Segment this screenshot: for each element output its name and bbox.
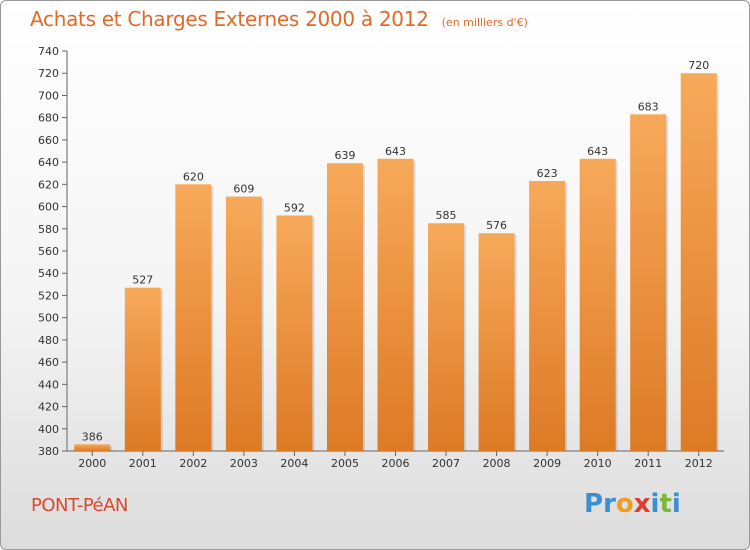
logo-letter: i [671, 489, 681, 519]
y-tick-label: 440 [38, 378, 59, 391]
y-tick-label: 520 [38, 289, 59, 302]
x-tick-label-2002: 2002 [179, 457, 207, 470]
y-tick-label: 660 [38, 134, 59, 147]
y-tick-label: 380 [38, 445, 59, 458]
x-tick-label-2007: 2007 [432, 457, 460, 470]
data-label-2003: 609 [233, 183, 254, 196]
y-tick-label: 460 [38, 356, 59, 369]
logo-letter: P [584, 489, 604, 519]
data-label-2004: 592 [284, 201, 305, 214]
y-tick-label: 420 [38, 401, 59, 414]
y-tick-label: 400 [38, 423, 59, 436]
y-tick-label: 600 [38, 201, 59, 214]
data-label-2007: 585 [436, 209, 457, 222]
x-tick-label-2011: 2011 [634, 457, 662, 470]
x-tick-label-2006: 2006 [382, 457, 410, 470]
data-label-2009: 623 [537, 167, 558, 180]
bar-2000 [74, 444, 111, 451]
bar-2008 [478, 233, 515, 451]
y-tick-label: 680 [38, 112, 59, 125]
y-tick-label: 740 [38, 45, 59, 58]
data-label-2011: 683 [638, 100, 659, 113]
data-label-2002: 620 [183, 170, 204, 183]
data-label-2001: 527 [132, 274, 153, 287]
x-tick-label-2004: 2004 [280, 457, 308, 470]
bar-2001 [124, 287, 161, 451]
proxiti-logo: Proxiti [584, 489, 681, 519]
logo-letter: o [615, 489, 634, 519]
data-label-2010: 643 [587, 145, 608, 158]
bar-2010 [579, 158, 616, 451]
y-tick-label: 500 [38, 312, 59, 325]
y-tick-label: 620 [38, 178, 59, 191]
bar-2009 [529, 181, 566, 451]
y-tick-label: 480 [38, 334, 59, 347]
data-label-2008: 576 [486, 219, 507, 232]
bar-2012 [680, 73, 717, 451]
x-tick-label-2001: 2001 [129, 457, 157, 470]
data-label-2000: 386 [82, 430, 103, 443]
y-tick-label: 640 [38, 156, 59, 169]
bar-2007 [428, 223, 465, 451]
data-label-2012: 720 [688, 59, 709, 72]
logo-letter: t [659, 489, 672, 519]
logo-letter: r [603, 489, 616, 519]
x-tick-label-2008: 2008 [483, 457, 511, 470]
logo-letter: i [650, 489, 660, 519]
place-name: PONT-PéAN [31, 495, 128, 516]
x-tick-label-2000: 2000 [78, 457, 106, 470]
bar-2003 [225, 196, 262, 451]
data-label-2006: 643 [385, 145, 406, 158]
bar-2005 [326, 163, 363, 451]
y-tick-label: 700 [38, 89, 59, 102]
logo-letter: x [633, 489, 651, 519]
bar-2004 [276, 215, 313, 451]
chart-title: Achats et Charges Externes 2000 à 2012 [30, 7, 429, 31]
x-tick-label-2010: 2010 [584, 457, 612, 470]
chart-unit: (en milliers d'€) [441, 16, 528, 29]
x-tick-label-2005: 2005 [331, 457, 359, 470]
bar-2011 [630, 114, 667, 451]
bar-2006 [377, 158, 414, 451]
bar-2002 [175, 184, 212, 452]
y-tick-label: 560 [38, 245, 59, 258]
y-tick-label: 720 [38, 67, 59, 80]
data-label-2005: 639 [334, 149, 355, 162]
y-tick-label: 540 [38, 267, 59, 280]
x-tick-label-2009: 2009 [533, 457, 561, 470]
x-tick-label-2003: 2003 [230, 457, 258, 470]
x-tick-label-2012: 2012 [685, 457, 713, 470]
y-tick-label: 580 [38, 223, 59, 236]
title-row: Achats et Charges Externes 2000 à 2012 (… [30, 7, 528, 31]
